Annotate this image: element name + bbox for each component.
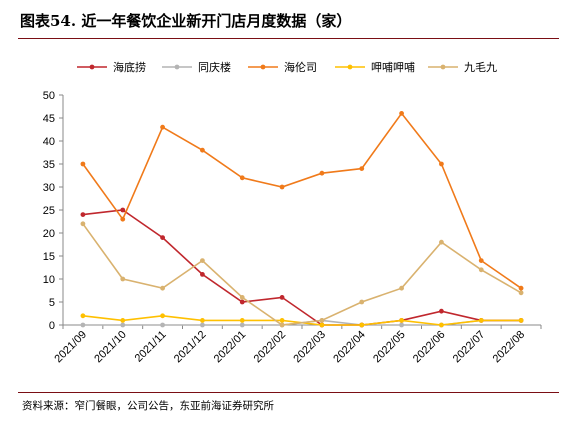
data-point [399, 111, 404, 116]
data-point [160, 322, 165, 328]
series-line [82, 209, 522, 326]
x-tick-label: 2021/10 [92, 329, 129, 366]
source-divider [18, 392, 559, 393]
data-point [120, 322, 126, 328]
data-point [80, 212, 86, 218]
data-point [120, 318, 126, 323]
data-point [279, 322, 285, 328]
data-point [80, 313, 86, 319]
legend-swatch-marker [174, 64, 180, 70]
legend-swatch-marker [89, 64, 95, 70]
x-tick-label: 2022/08 [491, 329, 528, 366]
series-line [82, 223, 522, 326]
data-point [160, 285, 165, 291]
x-tick-label: 2022/03 [291, 329, 328, 366]
legend-swatch-marker [440, 64, 446, 70]
chart-title: 图表54. 近一年餐饮企业新开门店月度数据（家） [20, 12, 352, 30]
x-tick-label: 2021/09 [52, 329, 89, 366]
series-line [82, 314, 522, 326]
data-point [319, 170, 325, 176]
data-point [279, 184, 285, 190]
data-point [239, 322, 245, 328]
data-point [399, 285, 404, 291]
data-point [80, 322, 86, 328]
y-tick-label: 50 [43, 90, 55, 102]
data-point [200, 272, 205, 277]
y-tick-label: 25 [43, 205, 55, 217]
data-point [359, 322, 365, 328]
data-point [120, 216, 126, 222]
legend-swatch-marker [347, 64, 353, 70]
data-point [399, 322, 404, 328]
x-tick-label: 2022/05 [371, 329, 408, 366]
data-point [439, 239, 444, 245]
x-tick-label: 2022/01 [212, 329, 249, 366]
y-tick-label: 45 [43, 113, 55, 125]
data-point [439, 322, 444, 328]
x-tick-label: 2022/02 [252, 329, 289, 366]
data-point [319, 322, 325, 328]
data-point [359, 166, 365, 172]
legend-entry: 海伦司 [284, 60, 317, 74]
data-point [319, 318, 325, 323]
data-point [279, 295, 285, 300]
y-tick-label: 30 [43, 182, 55, 194]
data-point [439, 308, 444, 314]
data-point [239, 295, 245, 300]
x-tick-label: 2021/11 [133, 329, 169, 365]
data-point [239, 318, 245, 323]
data-point [160, 235, 165, 241]
x-tick-label: 2022/06 [411, 329, 448, 366]
legend-entry: 同庆楼 [198, 60, 231, 74]
y-tick-label: 10 [43, 274, 55, 286]
data-point [200, 147, 205, 153]
source-note: 资料来源：窄门餐眼，公司公告，东亚前海证券研究所 [22, 400, 274, 412]
legend-swatch-marker [260, 64, 266, 70]
y-tick-label: 5 [49, 297, 55, 309]
data-point [239, 299, 245, 305]
data-point [439, 161, 444, 167]
data-point [200, 322, 205, 328]
data-point [518, 285, 524, 291]
data-point [478, 318, 484, 323]
data-point [120, 207, 126, 213]
data-point [518, 290, 524, 296]
data-point [120, 276, 126, 282]
data-point [279, 318, 285, 323]
data-point [200, 258, 205, 263]
data-point [478, 258, 484, 263]
data-point [399, 318, 404, 323]
y-tick-label: 15 [43, 251, 55, 263]
x-tick-label: 2022/07 [451, 329, 488, 366]
data-point [359, 299, 365, 305]
y-tick-label: 40 [43, 136, 55, 148]
series-line [82, 112, 522, 289]
y-tick-label: 35 [43, 159, 55, 171]
data-point [239, 175, 245, 181]
data-point [200, 318, 205, 323]
legend-entry: 呷哺呷哺 [371, 61, 415, 74]
x-tick-label: 2022/04 [331, 329, 368, 366]
y-tick-label: 0 [49, 320, 55, 332]
data-point [160, 124, 165, 130]
x-tick-label: 2021/12 [172, 329, 209, 366]
data-point [518, 318, 524, 323]
legend-entry: 海底捞 [113, 60, 146, 74]
data-point [80, 221, 86, 227]
y-tick-label: 20 [43, 228, 55, 240]
data-point [478, 267, 484, 273]
data-point [80, 161, 86, 167]
legend-entry: 九毛九 [464, 61, 497, 74]
title-divider [18, 38, 559, 39]
data-point [160, 313, 165, 319]
